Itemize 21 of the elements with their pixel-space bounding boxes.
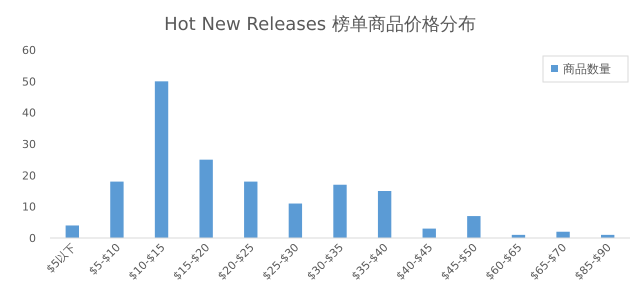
x-tick-label: $5以下 xyxy=(44,240,78,276)
bar xyxy=(66,225,79,238)
bar xyxy=(199,160,213,238)
bar xyxy=(333,184,347,238)
chart-title: Hot New Releases 榜单商品价格分布 xyxy=(164,14,476,35)
y-tick-label: 30 xyxy=(22,138,36,151)
bar xyxy=(288,204,302,238)
bar xyxy=(244,182,258,238)
bar xyxy=(556,232,570,238)
y-tick-label: 0 xyxy=(29,232,36,245)
y-tick-label: 50 xyxy=(22,75,36,88)
y-tick-label: 10 xyxy=(22,200,36,214)
legend-label: 商品数量 xyxy=(563,62,611,76)
bar xyxy=(110,182,124,238)
y-tick-label: 60 xyxy=(22,44,36,57)
bar xyxy=(378,191,392,238)
bar xyxy=(422,228,436,238)
y-tick-label: 40 xyxy=(22,106,36,120)
bar xyxy=(154,81,168,238)
y-tick-label: 20 xyxy=(22,169,36,182)
bar xyxy=(467,216,481,238)
